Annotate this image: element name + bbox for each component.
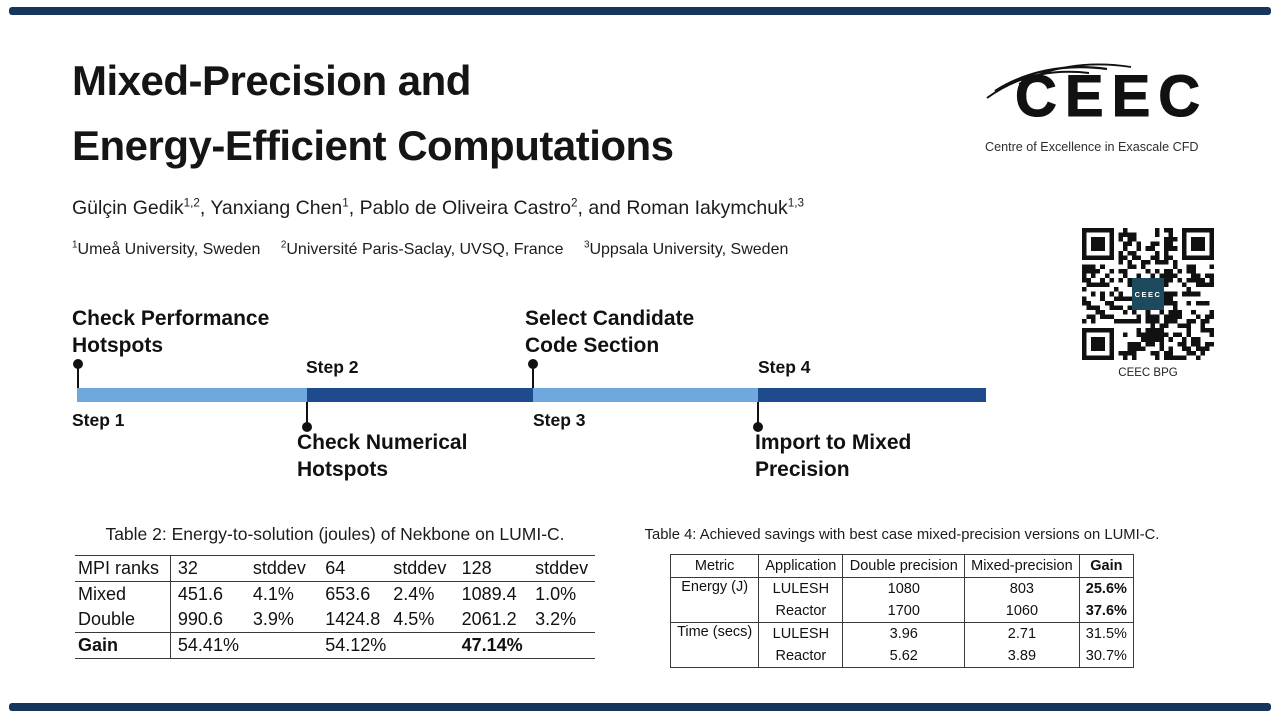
step3-task-label: Select Candidate Code Section: [525, 307, 695, 357]
table2-block: Table 2: Energy-to-solution (joules) of …: [75, 524, 595, 659]
column-header: 32: [170, 555, 250, 582]
table-row: Reactor 1700 1060 37.6%: [671, 600, 1134, 623]
table-row: Energy (J) LULESH 1080 803 25.6%: [670, 577, 1134, 623]
title-line-2: Energy-Efficient Computations: [72, 122, 674, 169]
timeline-segment-step3: [533, 388, 758, 402]
column-header: Gain: [1078, 554, 1134, 578]
step3-label: Step 3: [533, 410, 586, 430]
timeline-dot: [753, 422, 763, 432]
timeline-dot: [73, 359, 83, 369]
timeline-connector: [77, 366, 79, 388]
column-header: 64: [322, 555, 391, 582]
logo-waves-icon: [986, 63, 1132, 99]
step4-label: Step 4: [758, 357, 811, 377]
author: Gülçin Gedik1,2,: [72, 196, 211, 219]
step2-task-label: Check Numerical Hotspots: [297, 431, 468, 481]
page-title: Mixed-Precision and Energy-Efficient Com…: [72, 48, 674, 178]
affiliations-line: 1Umeå University, Sweden 2Université Par…: [72, 240, 804, 259]
author: Roman Iakymchuk1,3: [626, 196, 805, 219]
table-header-row: MPI ranks 32 stddev 64 stddev 128 stddev: [75, 555, 595, 582]
timeline-segment-step2: [307, 388, 533, 402]
authors-line: Gülçin Gedik1,2, Yanxiang Chen1, Pablo d…: [72, 196, 804, 220]
timeline-dot: [302, 422, 312, 432]
affiliation: 1Umeå University, Sweden: [72, 240, 261, 259]
bottom-rule: [9, 703, 1271, 711]
column-header: Application: [758, 554, 843, 578]
column-header: 128: [458, 555, 533, 582]
timeline-connector: [306, 402, 308, 424]
ceec-logo: CEEC Centre of Excellence in Exascale CF…: [985, 55, 1223, 160]
table-row: Mixed 451.6 4.1% 653.6 2.4% 1089.4 1.0%: [75, 581, 595, 607]
affiliation: 3Uppsala University, Sweden: [583, 240, 789, 259]
step2-label: Step 2: [306, 357, 359, 377]
step4-task-label: Import to Mixed Precision: [755, 431, 912, 481]
column-header: Metric: [670, 554, 759, 578]
author: Pablo de Oliveira Castro2, and: [359, 196, 627, 219]
table4-block: Table 4: Achieved savings with best case…: [628, 527, 1176, 668]
column-header: stddev: [249, 555, 323, 582]
table-header-row: Metric Application Double precision Mixe…: [670, 554, 1134, 578]
table-row: Reactor 5.62 3.89 30.7%: [671, 645, 1134, 668]
timeline-connector: [757, 402, 759, 424]
timeline-connector: [532, 366, 534, 388]
table-row: Gain 54.41% 54.12% 47.14%: [75, 632, 595, 659]
qr-code: [1082, 228, 1214, 360]
timeline-segment-step4: [758, 388, 986, 402]
timeline-segment-step1: [77, 388, 307, 402]
qr-block: CEEC CEEC BPG: [1082, 228, 1214, 379]
savings-table: Metric Application Double precision Mixe…: [670, 554, 1134, 668]
author: Yanxiang Chen1,: [210, 196, 360, 219]
top-rule: [9, 7, 1271, 15]
table4-caption: Table 4: Achieved savings with best case…: [644, 527, 1160, 543]
step1-label: Step 1: [72, 410, 125, 430]
column-header: Mixed-precision: [964, 554, 1080, 578]
logo-wordmark: CEEC: [1014, 64, 1209, 130]
column-header: stddev: [532, 555, 595, 582]
timeline-bar: [77, 388, 986, 402]
table-row: Time (secs) LULESH 3.96 2.71 31.5%: [671, 622, 1134, 645]
title-line-1: Mixed-Precision and: [72, 57, 471, 104]
energy-to-solution-table: MPI ranks 32 stddev 64 stddev 128 stddev…: [75, 555, 595, 659]
column-header: Double precision: [842, 554, 965, 578]
column-header: MPI ranks: [75, 555, 171, 582]
process-timeline: Check Performance Hotspots Step 1 Step 2…: [72, 300, 1002, 500]
affiliation: 2Université Paris-Saclay, UVSQ, France: [280, 240, 564, 259]
column-header: stddev: [390, 555, 459, 582]
qr-center-badge: CEEC: [1132, 278, 1164, 310]
timeline-dot: [528, 359, 538, 369]
table-row: Double 990.6 3.9% 1424.8 4.5% 2061.2 3.2…: [75, 607, 595, 633]
logo-tagline: Centre of Excellence in Exascale CFD: [985, 140, 1199, 154]
qr-caption: CEEC BPG: [1118, 367, 1178, 379]
table2-caption: Table 2: Energy-to-solution (joules) of …: [105, 524, 565, 544]
step1-task-label: Check Performance Hotspots: [72, 307, 270, 357]
